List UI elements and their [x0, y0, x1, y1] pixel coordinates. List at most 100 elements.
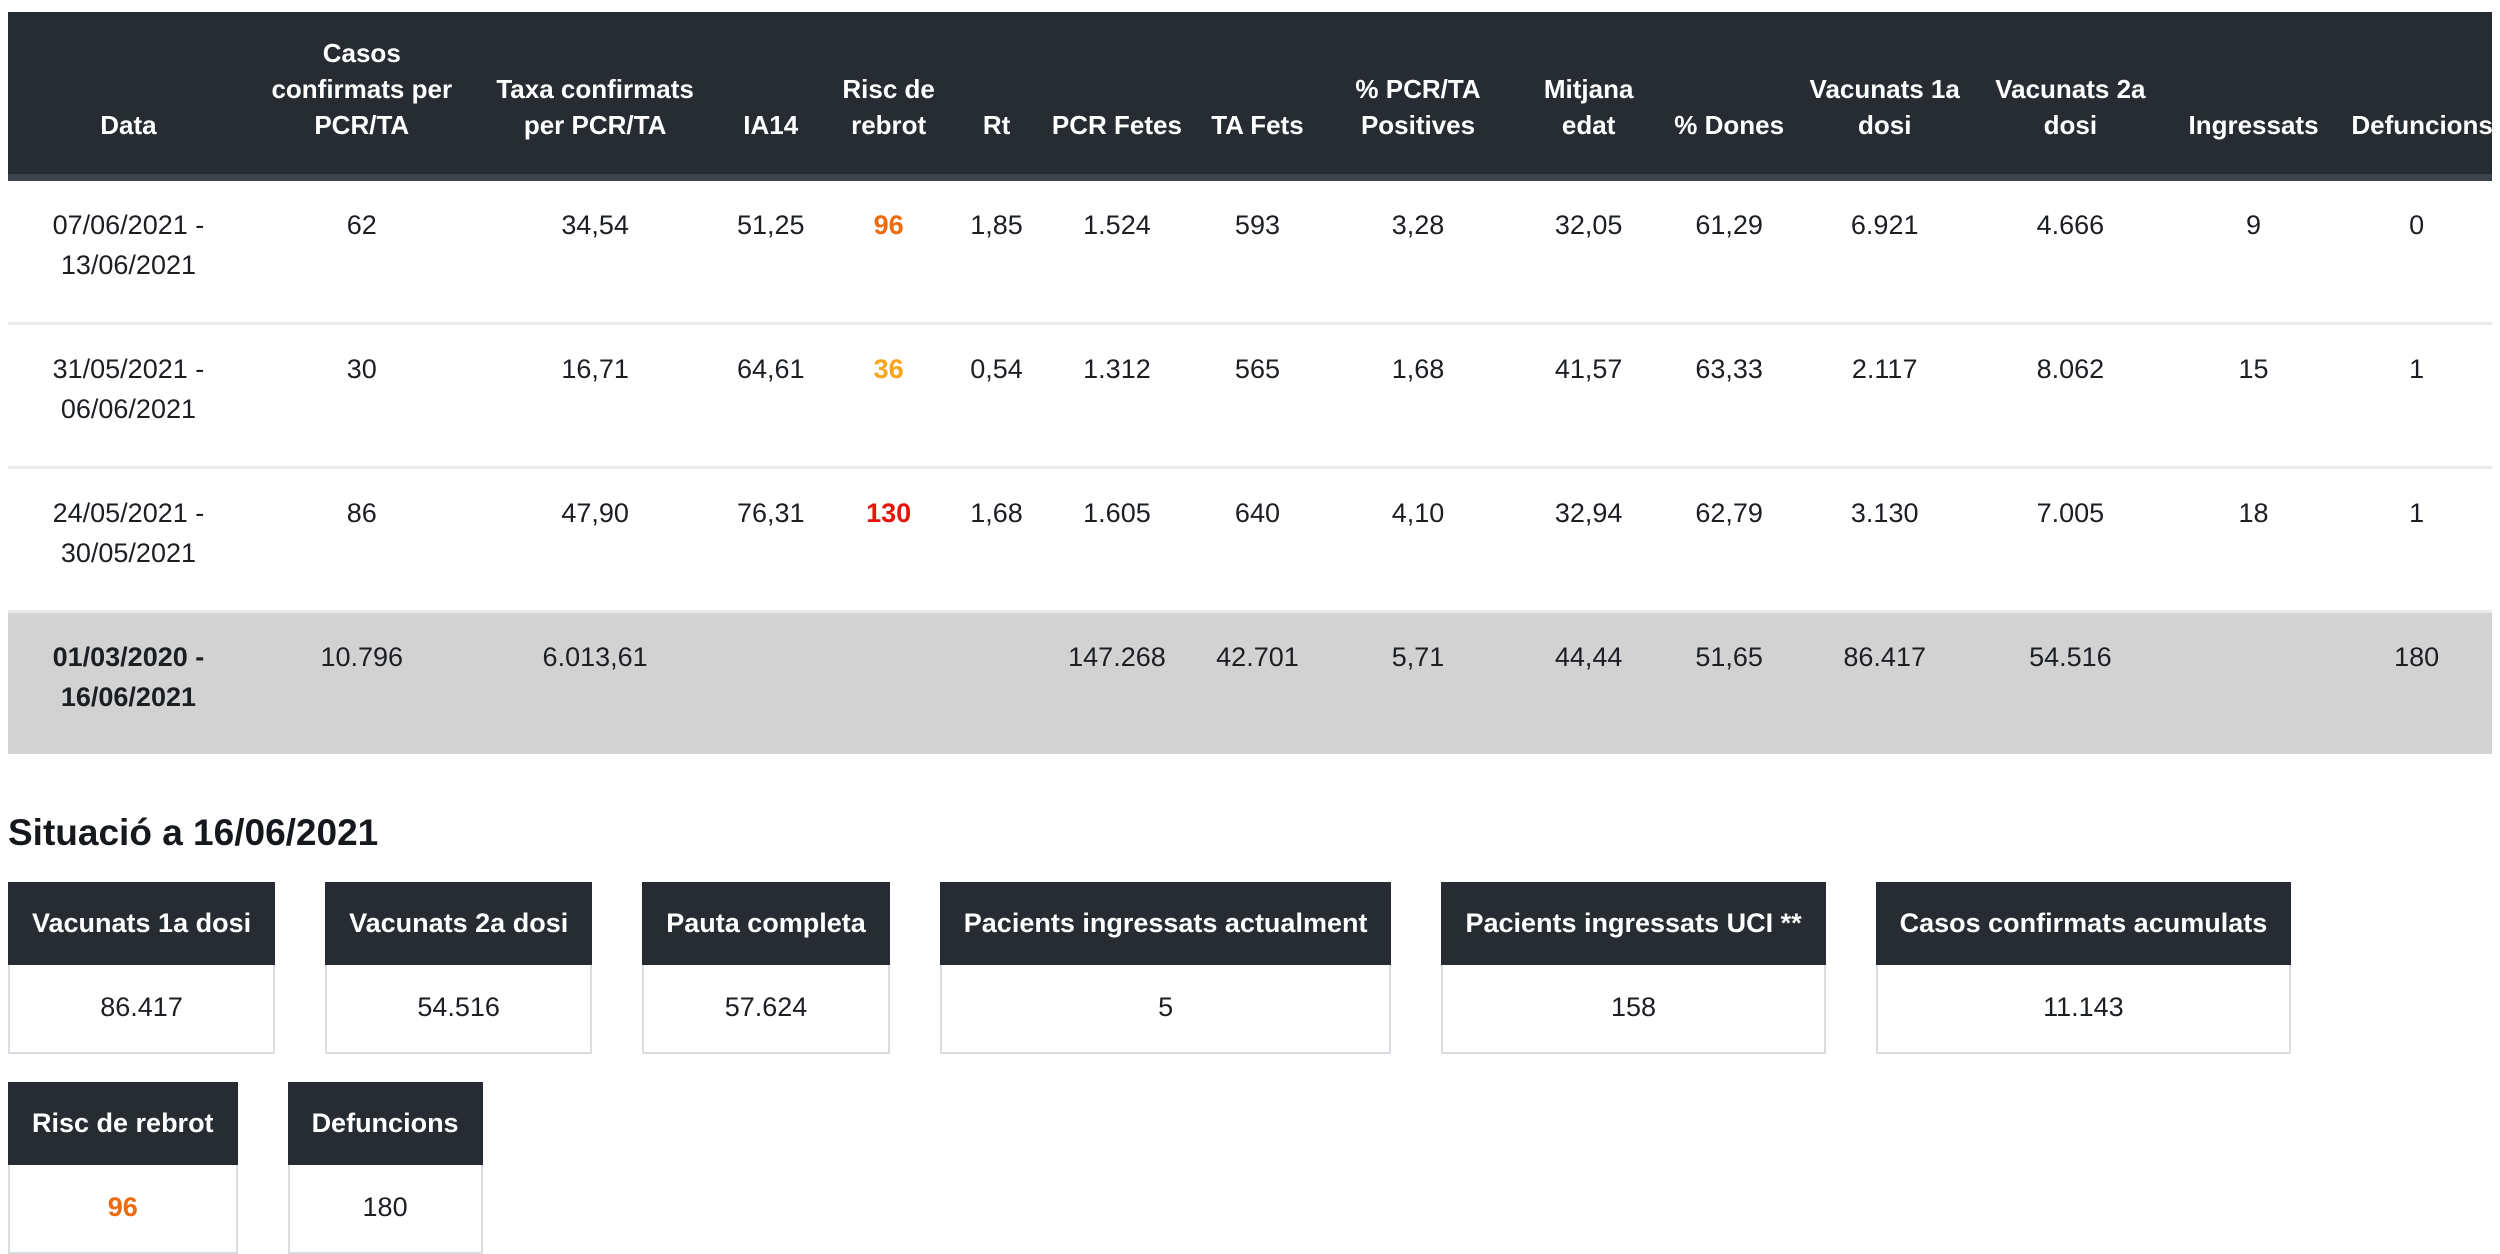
table-cell: 51,65: [1695, 641, 1763, 672]
summary-cards-row-1: Vacunats 1a dosi 86.417 Vacunats 2a dosi…: [8, 881, 2492, 1054]
col-header-ingressats: Ingressats: [2165, 12, 2342, 181]
table-cell: 593: [1192, 177, 1323, 325]
col-header-risc-de-rebrot: Risc de rebrot: [825, 12, 952, 181]
table-cell: 54.516: [2029, 641, 2112, 672]
table-cell: 0,54: [951, 323, 1042, 469]
table-cell: 18: [2165, 467, 2342, 613]
table-cell: 44,44: [1554, 641, 1623, 672]
table-cell: 6.013,61: [542, 641, 648, 672]
col-header-defuncions: Defuncions: [2341, 12, 2493, 181]
col-header-vacunats-1a-dosi: Vacunats 1a dosi: [1794, 12, 1976, 181]
table-cell: 6.921: [1794, 177, 1976, 325]
col-header-pct-positives: % PCR/TA Positives: [1322, 12, 1514, 181]
card-risc-de-rebrot: Risc de rebrot 96: [8, 1081, 238, 1254]
table-cell: 63,33: [1663, 323, 1795, 469]
col-header-ia14: IA14: [715, 12, 826, 181]
table-cell: 15: [2165, 323, 2342, 469]
table-cell: [2166, 611, 2342, 754]
table-cell: 4.666: [1975, 177, 2166, 325]
table-cell: 62,79: [1663, 467, 1795, 613]
table-cell: 32,94: [1513, 467, 1664, 613]
card-casos-confirmats-acumulats: Casos confirmats acumulats 11.143: [1875, 881, 2292, 1054]
card-value: 96: [8, 1164, 238, 1254]
table-cell: 8.062: [1975, 323, 2166, 469]
col-header-mitjana-edat: Mitjana edat: [1513, 12, 1664, 181]
table-cell: 30: [248, 323, 475, 469]
table-cell: 9: [2165, 177, 2342, 325]
card-pacients-ingressats-uci: Pacients ingressats UCI ** 158: [1441, 881, 1826, 1054]
card-value: 180: [287, 1164, 483, 1254]
card-vacunats-1a-dosi: Vacunats 1a dosi 86.417: [8, 881, 276, 1054]
card-value: 5: [939, 964, 1392, 1054]
table-cell: 16,71: [474, 323, 716, 469]
table-cell: 5,71: [1391, 641, 1445, 672]
table-row-week-3: 24/05/2021 - 30/05/2021 86 47,90 76,31 1…: [8, 467, 2492, 613]
col-header-vacunats-2a-dosi: Vacunats 2a dosi: [1975, 12, 2166, 181]
summary-cards-row-2: Risc de rebrot 96 Defuncions 180: [8, 1081, 2492, 1254]
table-row-week-1: 07/06/2021 - 13/06/2021 62 34,54 51,25 9…: [8, 177, 2492, 325]
table-cell: [951, 611, 1041, 754]
table-header: Data Casos confirmats per PCR/TA Taxa co…: [8, 12, 2493, 181]
table-cell: 61,29: [1663, 177, 1795, 325]
table-cell: 1.312: [1041, 323, 1193, 469]
situacio-title: Situació a 16/06/2021: [8, 811, 379, 853]
risc-rebrot-cell: 96: [825, 177, 952, 325]
table-cell: [716, 611, 826, 754]
card-label: Pacients ingressats UCI **: [1441, 881, 1826, 965]
table-row-total: 01/03/2020 - 16/06/2021 10.796 6.013,61 …: [8, 611, 2492, 754]
table-cell: 565: [1192, 323, 1323, 469]
card-value: 54.516: [325, 964, 593, 1054]
card-label: Vacunats 1a dosi: [8, 881, 276, 965]
table-cell: 47,90: [474, 467, 716, 613]
table-cell: 1.605: [1041, 467, 1193, 613]
card-label: Defuncions: [287, 1081, 483, 1165]
card-label: Risc de rebrot: [8, 1081, 238, 1165]
table-row-week-2: 31/05/2021 - 06/06/2021 30 16,71 64,61 3…: [8, 323, 2492, 469]
table-cell: 76,31: [715, 467, 826, 613]
card-label: Casos confirmats acumulats: [1875, 881, 2292, 965]
table-cell: 1,68: [951, 467, 1042, 613]
table-cell: 640: [1192, 467, 1323, 613]
col-header-casos-confirmats: Casos confirmats per PCR/TA: [248, 12, 475, 181]
period-cell: 01/03/2020 - 16/06/2021: [52, 641, 205, 713]
table-cell: 4,10: [1322, 467, 1514, 613]
card-value: 11.143: [1875, 964, 2292, 1054]
table-cell: 2.117: [1794, 323, 1976, 469]
table-cell: 32,05: [1513, 177, 1664, 325]
risc-rebrot-cell: 36: [825, 323, 952, 469]
table-cell: 41,57: [1513, 323, 1664, 469]
col-header-pcr-fetes: PCR Fetes: [1041, 12, 1193, 181]
card-pacients-ingressats-actualment: Pacients ingressats actualment 5: [939, 881, 1392, 1054]
table-cell: 86: [248, 467, 475, 613]
col-header-rt: Rt: [951, 12, 1042, 181]
period-cell: 07/06/2021 - 13/06/2021: [8, 177, 249, 325]
risc-rebrot-cell: 130: [825, 467, 952, 613]
col-header-data: Data: [8, 12, 249, 181]
table-cell: 1: [2341, 323, 2492, 469]
card-label: Vacunats 2a dosi: [325, 881, 593, 965]
col-header-ta-fets: TA Fets: [1192, 12, 1323, 181]
col-header-pct-dones: % Dones: [1663, 12, 1795, 181]
table-cell: 0: [2341, 177, 2492, 325]
col-header-taxa-confirmats: Taxa confirmats per PCR/TA: [474, 12, 716, 181]
table-cell: 3.130: [1794, 467, 1976, 613]
table-cell: 1.524: [1041, 177, 1193, 325]
table-cell: 180: [2394, 641, 2440, 672]
table-cell: 3,28: [1322, 177, 1514, 325]
card-value: 158: [1441, 964, 1826, 1054]
period-cell: 24/05/2021 - 30/05/2021: [8, 467, 249, 613]
weekly-covid-table: Data Casos confirmats per PCR/TA Taxa co…: [8, 12, 2493, 754]
card-value: 86.417: [8, 964, 276, 1054]
table-cell: 34,54: [474, 177, 716, 325]
table-cell: 147.268: [1068, 641, 1166, 672]
table-cell: 7.005: [1975, 467, 2166, 613]
period-cell: 31/05/2021 - 06/06/2021: [8, 323, 249, 469]
table-cell: 1: [2341, 467, 2492, 613]
table-cell: [826, 611, 951, 754]
table-cell: 1,85: [951, 177, 1042, 325]
table-cell: 86.417: [1843, 641, 1926, 672]
table-cell: 64,61: [715, 323, 826, 469]
card-value: 57.624: [642, 964, 890, 1054]
card-label: Pacients ingressats actualment: [939, 881, 1392, 965]
